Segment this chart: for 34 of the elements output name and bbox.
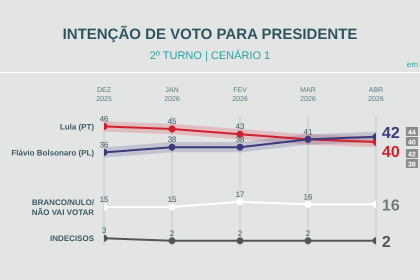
point <box>304 200 312 208</box>
data-label: 16 <box>304 192 313 202</box>
data-label: 15 <box>168 195 178 204</box>
chart-title: INTENÇÃO DE VOTO PARA PRESIDENTE <box>62 26 358 43</box>
point <box>236 237 244 244</box>
series-label: INDECISOS <box>50 234 95 244</box>
data-label: 15 <box>100 195 110 204</box>
text: em <box>406 60 418 69</box>
data-label: 41 <box>304 127 313 136</box>
data-label: 38 <box>236 135 245 144</box>
data-label: 36 <box>100 140 110 150</box>
chart-subtitle: 2º TURNO | CENÁRIO 1 <box>150 50 270 62</box>
data-label: 3 <box>102 226 107 236</box>
data-label: 2 <box>170 228 175 238</box>
data-label: 2 <box>382 234 391 251</box>
point <box>236 198 244 206</box>
point <box>304 237 312 244</box>
point <box>168 144 176 151</box>
data-label: 43 <box>236 122 245 132</box>
data-label: 46 <box>100 114 110 124</box>
series-label: Flávio Bolsonaro (PL) <box>11 148 94 158</box>
series-label: BRANCO/NULO/ NÃO VAI VOTAR <box>32 198 95 217</box>
point <box>236 144 244 151</box>
data-label: 2 <box>238 228 243 238</box>
data-label: 40 <box>382 144 400 161</box>
data-label: 2 <box>306 228 311 238</box>
data-label: 42 <box>382 124 400 142</box>
data-label: 45 <box>168 117 178 126</box>
data-label: 17 <box>236 190 245 199</box>
series-label: Lula (PT) <box>60 122 94 132</box>
data-label: 16 <box>382 197 400 214</box>
point <box>168 204 176 210</box>
point <box>168 237 176 244</box>
data-label: 38 <box>168 135 178 144</box>
